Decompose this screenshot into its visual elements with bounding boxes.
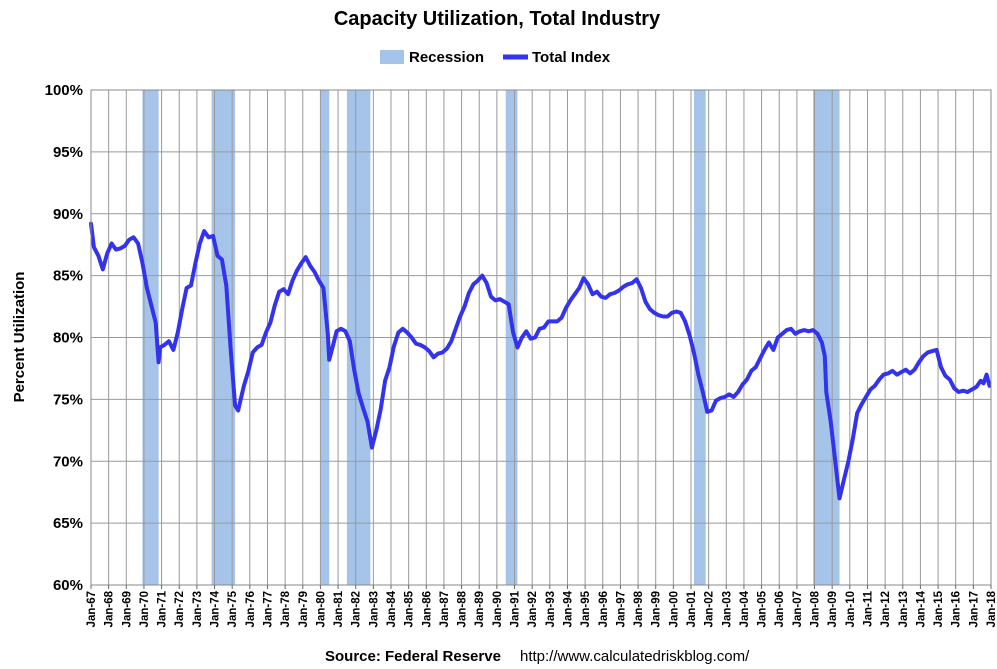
series-total-index [89, 221, 992, 501]
x-tick-label: Jan-06 [774, 591, 786, 627]
x-tick-label: Jan-74 [210, 590, 222, 627]
x-tick-label: Jan-70 [139, 591, 151, 627]
y-tick-label: 60% [53, 577, 83, 594]
source-url: http://www.calculatedriskblog.com/ [520, 648, 750, 665]
x-tick-label: Jan-77 [263, 591, 275, 627]
x-tick-label: Jan-95 [580, 590, 592, 627]
plot-area-border [90, 89, 992, 586]
x-tick-label: Jan-08 [810, 590, 822, 627]
x-axis-ticks: Jan-67 Jan-68 Jan-69 Jan-70 Jan-71 Jan-72 Jan-… [86, 585, 997, 627]
y-tick-label: 70% [53, 453, 83, 470]
x-tick-label: Jan-00 [668, 591, 680, 627]
x-tick-label: Jan-05 [757, 590, 769, 627]
y-axis-ticks: 60% 65% 70% 75% 80% 85% 90% 95% 100% [45, 82, 83, 594]
x-tick-label: Jan-91 [510, 590, 522, 627]
x-tick-label: Jan-93 [545, 591, 557, 627]
legend-swatch-recession [380, 50, 404, 64]
x-tick-label: Jan-83 [368, 591, 380, 627]
x-tick-label: Jan-94 [563, 590, 575, 627]
x-tick-label: Jan-02 [704, 591, 716, 627]
x-tick-label: Jan-98 [633, 590, 645, 627]
x-tick-label: Jan-80 [315, 591, 327, 627]
x-tick-label: Jan-92 [527, 591, 539, 627]
x-tick-label: Jan-87 [439, 591, 451, 627]
x-tick-label: Jan-89 [474, 591, 486, 627]
x-tick-label: Jan-72 [174, 591, 186, 627]
x-tick-label: Jan-17 [968, 591, 980, 627]
x-tick-label: Jan-99 [651, 591, 663, 627]
y-tick-label: 90% [53, 206, 83, 223]
legend-label-total-index: Total Index [532, 49, 611, 66]
x-tick-label: Jan-81 [333, 590, 345, 627]
x-tick-label: Jan-03 [721, 591, 733, 627]
x-tick-label: Jan-97 [615, 591, 627, 627]
x-tick-label: Jan-07 [792, 591, 804, 627]
x-tick-label: Jan-85 [404, 590, 416, 627]
x-tick-label: Jan-14 [915, 590, 927, 627]
x-tick-label: Jan-12 [880, 591, 892, 627]
x-tick-label: Jan-68 [104, 590, 116, 627]
gridlines [90, 89, 992, 586]
x-tick-label: Jan-69 [121, 591, 133, 627]
x-tick-label: Jan-88 [457, 590, 469, 627]
y-tick-label: 65% [53, 515, 83, 532]
y-tick-label: 80% [53, 330, 83, 347]
chart-title: Capacity Utilization, Total Industry [334, 8, 661, 30]
x-tick-label: Jan-11 [863, 590, 875, 626]
x-tick-label: Jan-86 [421, 591, 433, 627]
x-tick-label: Jan-01 [686, 590, 698, 627]
x-tick-label: Jan-82 [351, 591, 363, 627]
x-tick-label: Jan-71 [157, 590, 169, 627]
legend-label-recession: Recession [409, 49, 484, 66]
x-tick-label: Jan-09 [827, 591, 839, 627]
y-tick-label: 95% [53, 144, 83, 161]
x-tick-label: Jan-79 [298, 591, 310, 627]
x-tick-label: Jan-76 [245, 591, 257, 627]
x-tick-label: Jan-75 [227, 590, 239, 627]
legend: Recession Total Index [380, 49, 611, 66]
x-tick-label: Jan-73 [192, 591, 204, 627]
x-tick-label: Jan-78 [280, 590, 292, 627]
series-line-total-index [89, 221, 992, 501]
x-tick-label: Jan-04 [739, 590, 751, 627]
x-tick-label: Jan-96 [598, 591, 610, 627]
y-tick-label: 85% [53, 268, 83, 285]
x-tick-label: Jan-15 [933, 590, 945, 627]
x-tick-label: Jan-90 [492, 591, 504, 627]
x-tick-label: Jan-13 [898, 591, 910, 627]
source-label: Source: Federal Reserve [325, 648, 501, 665]
x-tick-label: Jan-67 [86, 591, 98, 627]
x-tick-label: Jan-10 [845, 591, 857, 627]
y-tick-label: 75% [53, 391, 83, 408]
y-tick-label: 100% [45, 82, 83, 99]
y-axis-label: Percent Utilization [11, 272, 28, 403]
x-tick-label: Jan-84 [386, 590, 398, 627]
x-tick-label: Jan-18 [986, 590, 997, 627]
x-tick-label: Jan-16 [951, 591, 963, 627]
